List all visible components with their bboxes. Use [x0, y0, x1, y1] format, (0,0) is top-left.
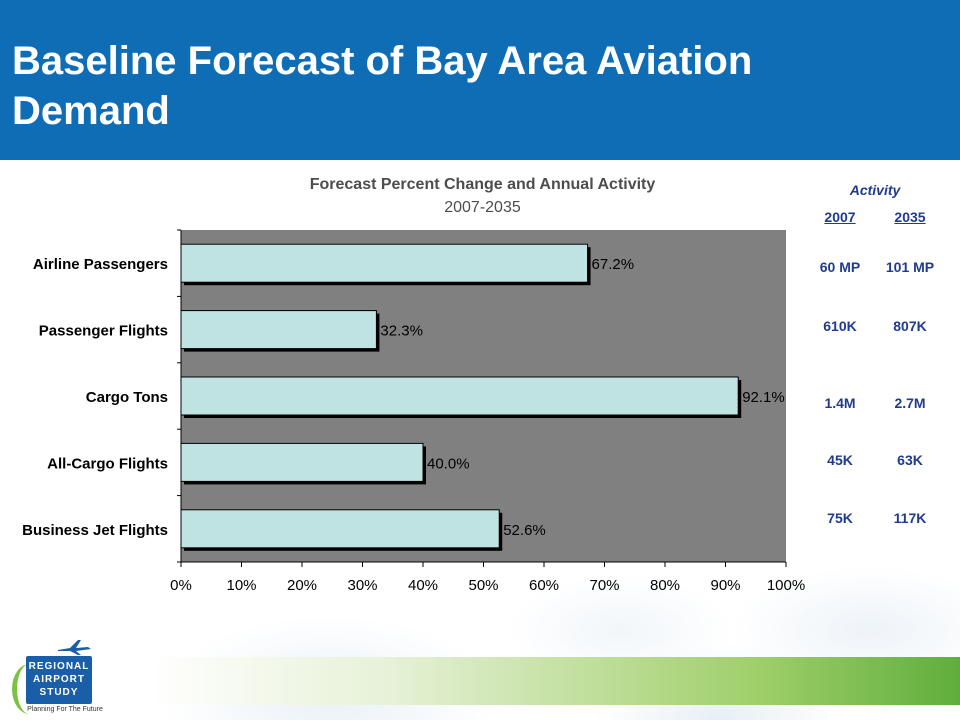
activity-column-header: 2007 [824, 209, 856, 225]
activity-cell: 1.4M [824, 395, 856, 411]
activity-column-header: 2035 [894, 209, 926, 225]
footer-green-band [150, 657, 960, 705]
x-tick-label: 40% [408, 577, 438, 594]
data-label: 92.1% [742, 389, 785, 406]
activity-cell: 101 MP [885, 259, 935, 275]
airplane-icon [58, 640, 91, 655]
data-label: 32.3% [380, 323, 423, 340]
x-tick-label: 0% [170, 577, 192, 594]
category-label: Cargo Tons [86, 389, 168, 406]
slide-header: Baseline Forecast of Bay Area Aviation D… [0, 0, 960, 160]
x-tick-label: 100% [767, 577, 805, 594]
activity-cell: 2.7M [894, 395, 926, 411]
category-label: Business Jet Flights [22, 522, 168, 539]
data-label: 40.0% [427, 455, 470, 472]
logo-box: REGIONAL AIRPORT STUDY [26, 656, 92, 704]
bar [180, 243, 589, 283]
activity-cell: 610K [823, 318, 857, 334]
x-tick-label: 20% [287, 577, 317, 594]
slide-title: Baseline Forecast of Bay Area Aviation D… [12, 39, 753, 133]
logo-line-1: REGIONAL [28, 661, 90, 672]
logo-line-2: AIRPORT [33, 674, 85, 685]
x-tick-label: 60% [529, 577, 559, 594]
activity-cell: 60 MP [819, 259, 861, 275]
bar [180, 376, 739, 416]
bar [180, 442, 424, 482]
category-label: Airline Passengers [33, 256, 168, 273]
data-label: 52.6% [503, 522, 546, 539]
logo-tagline: Planning For The Future [27, 706, 103, 713]
chart-subtitle: 2007-2035 [444, 199, 521, 216]
data-label: 67.2% [592, 256, 635, 273]
regional-airport-study-logo: REGIONAL AIRPORT STUDY Planning For The … [8, 636, 108, 720]
x-tick-label: 90% [710, 577, 740, 594]
chart-title: Forecast Percent Change and Annual Activ… [309, 176, 656, 193]
activity-cell: 117K [893, 510, 927, 526]
category-label: All-Cargo Flights [47, 455, 168, 472]
logo-line-3: STUDY [39, 687, 79, 698]
x-tick-label: 80% [650, 577, 680, 594]
activity-heading: Activity [849, 182, 901, 198]
category-label: Passenger Flights [39, 323, 168, 340]
activity-cell: 63K [897, 452, 923, 468]
bar [180, 310, 377, 350]
activity-cell: 45K [827, 452, 853, 468]
bar-chart: 67.2% 32.3% 92.1% 40.0% 52.6% Airline Passen… [22, 229, 805, 594]
bar [180, 509, 500, 549]
activity-cell: 807K [893, 318, 927, 334]
activity-cell: 75K [827, 510, 853, 526]
logo-arc [12, 664, 47, 714]
x-tick-label: 70% [589, 577, 619, 594]
x-tick-label: 10% [226, 577, 256, 594]
x-tick-label: 30% [347, 577, 377, 594]
x-tick-label: 50% [468, 577, 498, 594]
